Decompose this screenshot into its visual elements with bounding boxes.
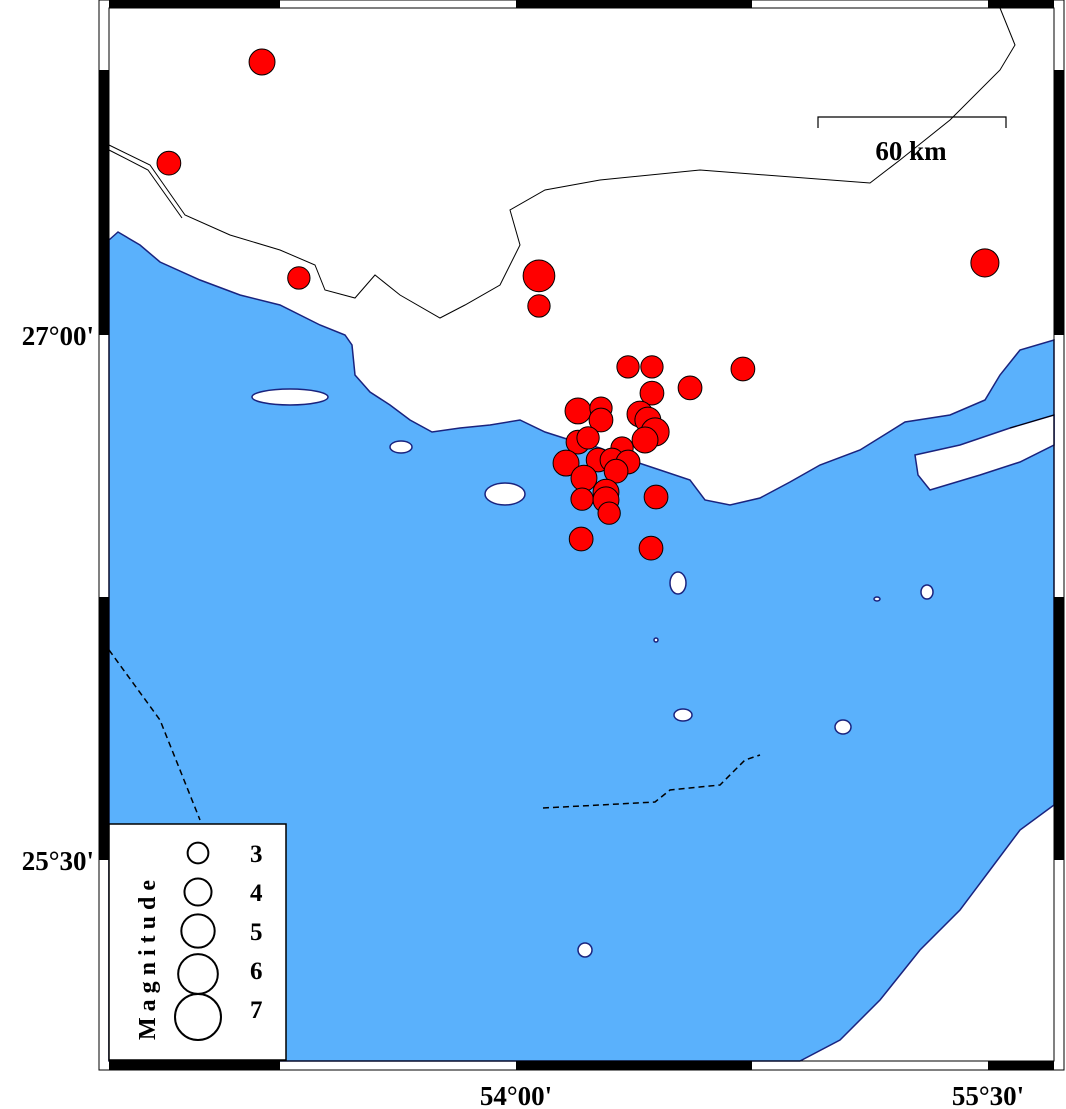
boundary-line: [108, 7, 1016, 319]
frame-segment: [99, 597, 109, 860]
island: [389, 440, 413, 454]
scale-bar: [817, 116, 1007, 128]
legend-label: 4: [250, 880, 263, 907]
legend-label: 6: [250, 958, 263, 985]
frame-segment: [516, 1061, 752, 1070]
earthquake-marker: [588, 407, 614, 433]
map-frame: [98, 0, 1065, 1071]
island: [251, 388, 329, 406]
lat-tick-label: 27°00': [22, 321, 94, 351]
earthquake-marker: [643, 484, 669, 510]
frame-segment: [99, 70, 109, 335]
frame-segment: [988, 1061, 1054, 1070]
earthquake-marker: [576, 426, 600, 450]
earthquake-marker: [156, 150, 182, 176]
island: [834, 719, 852, 735]
legend-label: 3: [250, 841, 263, 868]
legend-title: Magnitude: [135, 874, 161, 1040]
earthquake-marker: [568, 526, 594, 552]
earthquake-marker: [522, 259, 556, 293]
island: [669, 571, 687, 595]
legend-label: 7: [250, 997, 263, 1024]
island: [484, 482, 526, 506]
earthquake-marker: [248, 48, 276, 76]
scale-bar-label: 60 km: [875, 136, 947, 166]
legend-symbol: [174, 993, 222, 1041]
earthquake-marker: [640, 355, 664, 379]
earthquake-marker: [287, 266, 311, 290]
frame-segment: [1054, 597, 1064, 860]
legend-symbol: [183, 877, 213, 907]
province-boundaries: [108, 7, 1055, 821]
earthquake-marker: [616, 355, 640, 379]
boundary-line: [108, 149, 183, 219]
earthquake-marker: [570, 487, 594, 511]
legend-entries: 3 4 5 6 7: [174, 841, 263, 1041]
maritime-boundary: [542, 754, 761, 809]
legend-symbol: [180, 913, 216, 949]
earthquake-marker: [730, 356, 756, 382]
earthquake-marker: [603, 458, 629, 484]
island: [920, 584, 934, 600]
legend: Magnitude 3 4 5 6 7: [108, 823, 287, 1061]
earthquake-marker: [527, 294, 551, 318]
sea-area: [108, 231, 1055, 1062]
legend-symbol: [186, 841, 210, 865]
lon-tick-label: 55°30': [952, 1081, 1024, 1109]
frame-segment: [109, 0, 280, 8]
lat-tick-label: 25°30': [22, 846, 94, 876]
earthquake-marker: [570, 464, 598, 492]
islands: [251, 388, 1055, 958]
earthquake-marker: [564, 397, 592, 425]
earthquake-marker: [597, 501, 621, 525]
scale-bar-line: [817, 116, 1007, 128]
earthquake-marker: [970, 248, 1000, 278]
earthquake-marker: [631, 426, 659, 454]
island: [873, 596, 881, 602]
lon-tick-label: 54°00': [480, 1081, 552, 1109]
events-layer: [156, 48, 1000, 561]
frame-segment: [1054, 70, 1064, 335]
frame-segment: [988, 0, 1054, 8]
earthquake-marker: [677, 375, 703, 401]
frame-segment: [109, 1061, 280, 1070]
boundary-line: [1009, 414, 1055, 429]
island-peninsula: [914, 413, 1055, 491]
earthquake-marker: [638, 535, 664, 561]
frame-segment: [516, 0, 752, 8]
legend-label: 5: [250, 919, 263, 946]
earthquake-marker: [639, 380, 665, 406]
island: [673, 708, 693, 722]
island: [653, 637, 659, 643]
earthquake-marker: [552, 449, 580, 477]
island: [577, 942, 593, 958]
